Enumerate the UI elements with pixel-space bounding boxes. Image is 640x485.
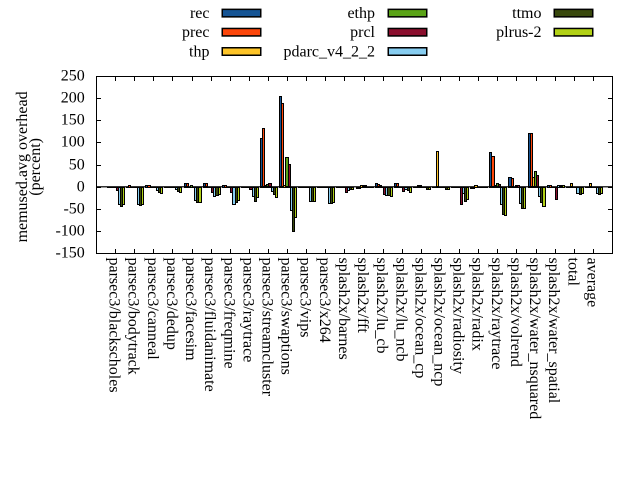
svg-text:prcl: prcl	[350, 24, 375, 41]
svg-text:parsec3/facesim: parsec3/facesim	[182, 258, 199, 362]
svg-text:(percent): (percent)	[27, 138, 44, 196]
svg-text:pdarc_v4_2_2: pdarc_v4_2_2	[283, 43, 375, 60]
svg-text:50: 50	[69, 157, 85, 174]
svg-text:memused.avg overhead: memused.avg overhead	[14, 91, 31, 242]
svg-text:-100: -100	[55, 223, 84, 240]
svg-text:ttmo: ttmo	[512, 5, 541, 22]
svg-text:parsec3/vips: parsec3/vips	[297, 258, 314, 338]
svg-text:0: 0	[77, 179, 85, 196]
svg-text:splash2x/ocean_cp: splash2x/ocean_cp	[411, 258, 428, 379]
svg-text:rec: rec	[190, 5, 210, 22]
svg-text:parsec3/raytrace: parsec3/raytrace	[239, 258, 256, 363]
svg-text:splash2x/raytrace: splash2x/raytrace	[488, 258, 505, 370]
svg-text:ethp: ethp	[347, 5, 375, 22]
svg-text:200: 200	[61, 90, 85, 107]
svg-text:100: 100	[61, 134, 85, 151]
svg-text:-50: -50	[63, 201, 84, 218]
svg-text:splash2x/lu_cb: splash2x/lu_cb	[373, 258, 390, 354]
svg-text:plrus-2: plrus-2	[496, 24, 541, 41]
svg-text:splash2x/water_spatial: splash2x/water_spatial	[545, 258, 562, 404]
svg-text:thp: thp	[189, 43, 209, 60]
svg-text:splash2x/fft: splash2x/fft	[354, 258, 371, 334]
svg-text:parsec3/bodytrack: parsec3/bodytrack	[125, 258, 142, 375]
svg-text:splash2x/volrend: splash2x/volrend	[507, 258, 524, 367]
svg-text:150: 150	[61, 112, 85, 129]
svg-text:parsec3/blackscholes: parsec3/blackscholes	[106, 258, 123, 393]
svg-text:splash2x/lu_ncb: splash2x/lu_ncb	[392, 258, 409, 362]
svg-text:-150: -150	[55, 245, 84, 262]
svg-text:parsec3/streamcluster: parsec3/streamcluster	[259, 258, 276, 397]
svg-text:parsec3/x264: parsec3/x264	[316, 258, 333, 343]
svg-text:prec: prec	[182, 24, 210, 41]
svg-text:parsec3/swaptions: parsec3/swaptions	[278, 258, 295, 375]
svg-text:splash2x/radiosity: splash2x/radiosity	[450, 258, 467, 374]
svg-text:parsec3/canneal: parsec3/canneal	[144, 258, 161, 361]
svg-text:total: total	[564, 258, 581, 287]
svg-text:parsec3/fluidanimate: parsec3/fluidanimate	[201, 258, 218, 392]
svg-text:average: average	[583, 258, 600, 308]
svg-text:splash2x/water_nsquared: splash2x/water_nsquared	[526, 258, 543, 420]
svg-text:parsec3/freqmine: parsec3/freqmine	[220, 258, 237, 369]
svg-text:250: 250	[61, 68, 85, 85]
svg-text:splash2x/ocean_ncp: splash2x/ocean_ncp	[431, 258, 448, 387]
svg-text:splash2x/radix: splash2x/radix	[469, 258, 486, 351]
svg-text:splash2x/barnes: splash2x/barnes	[335, 258, 352, 360]
svg-text:parsec3/dedup: parsec3/dedup	[163, 258, 180, 350]
